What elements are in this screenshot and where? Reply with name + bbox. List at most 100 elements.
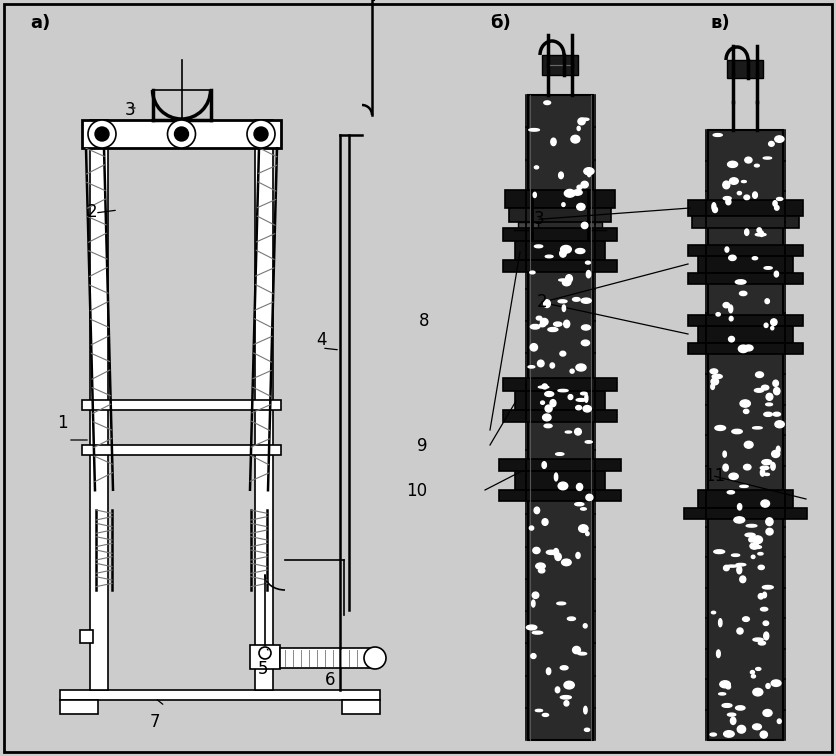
- Ellipse shape: [584, 168, 594, 175]
- Ellipse shape: [719, 692, 726, 695]
- Ellipse shape: [711, 384, 715, 389]
- Text: 2: 2: [87, 203, 97, 221]
- Ellipse shape: [560, 352, 566, 356]
- Ellipse shape: [744, 442, 753, 448]
- Ellipse shape: [714, 550, 725, 553]
- Bar: [82, 400, 281, 410]
- Ellipse shape: [557, 602, 566, 605]
- Bar: [708, 130, 783, 740]
- Ellipse shape: [710, 733, 716, 736]
- Ellipse shape: [752, 426, 762, 429]
- Ellipse shape: [551, 138, 556, 146]
- Ellipse shape: [743, 464, 751, 470]
- Ellipse shape: [752, 257, 757, 260]
- Ellipse shape: [723, 451, 726, 457]
- Ellipse shape: [750, 543, 759, 549]
- Ellipse shape: [563, 305, 565, 311]
- Ellipse shape: [555, 553, 561, 560]
- Ellipse shape: [773, 388, 780, 395]
- Ellipse shape: [736, 706, 745, 710]
- Ellipse shape: [577, 483, 583, 491]
- Ellipse shape: [545, 405, 552, 412]
- Ellipse shape: [777, 719, 781, 723]
- Ellipse shape: [538, 386, 548, 388]
- Ellipse shape: [542, 384, 548, 389]
- Ellipse shape: [573, 190, 582, 195]
- Ellipse shape: [737, 503, 742, 510]
- Ellipse shape: [756, 668, 761, 671]
- Ellipse shape: [729, 256, 737, 261]
- Ellipse shape: [742, 181, 747, 183]
- Ellipse shape: [575, 249, 585, 253]
- Bar: [688, 343, 803, 354]
- Ellipse shape: [584, 706, 587, 714]
- Ellipse shape: [775, 206, 779, 210]
- Ellipse shape: [772, 380, 778, 386]
- Ellipse shape: [723, 565, 729, 571]
- Ellipse shape: [577, 203, 585, 210]
- Ellipse shape: [740, 576, 746, 583]
- Ellipse shape: [744, 195, 750, 200]
- Ellipse shape: [543, 101, 551, 104]
- Text: 10: 10: [405, 482, 427, 500]
- Ellipse shape: [758, 593, 763, 599]
- Ellipse shape: [726, 565, 737, 567]
- Ellipse shape: [761, 607, 767, 611]
- Ellipse shape: [755, 233, 766, 236]
- Ellipse shape: [727, 713, 736, 716]
- Ellipse shape: [771, 680, 781, 686]
- Ellipse shape: [764, 632, 769, 640]
- Bar: [698, 490, 793, 508]
- Ellipse shape: [530, 344, 538, 351]
- Circle shape: [175, 127, 188, 141]
- Ellipse shape: [763, 621, 768, 625]
- Ellipse shape: [766, 393, 772, 401]
- Ellipse shape: [765, 299, 769, 304]
- Ellipse shape: [556, 453, 564, 455]
- Ellipse shape: [541, 401, 544, 404]
- Bar: [582, 222, 602, 238]
- Ellipse shape: [712, 374, 722, 379]
- Ellipse shape: [764, 267, 772, 269]
- Ellipse shape: [581, 181, 589, 187]
- Ellipse shape: [536, 563, 545, 569]
- Bar: [280, 648, 370, 668]
- Ellipse shape: [527, 625, 537, 630]
- Ellipse shape: [752, 536, 762, 544]
- Ellipse shape: [573, 646, 580, 654]
- Bar: [688, 273, 803, 284]
- Ellipse shape: [758, 565, 764, 569]
- Ellipse shape: [579, 525, 588, 532]
- Bar: [688, 315, 803, 326]
- Ellipse shape: [581, 508, 586, 510]
- Ellipse shape: [738, 345, 748, 352]
- Ellipse shape: [558, 300, 567, 303]
- Bar: [503, 378, 617, 391]
- Ellipse shape: [772, 451, 780, 457]
- Ellipse shape: [723, 181, 730, 189]
- Ellipse shape: [774, 271, 778, 277]
- Ellipse shape: [762, 460, 772, 465]
- Bar: [528, 95, 593, 740]
- Ellipse shape: [576, 405, 582, 410]
- Text: 11: 11: [704, 467, 726, 485]
- Ellipse shape: [762, 592, 767, 598]
- Ellipse shape: [726, 684, 731, 689]
- Ellipse shape: [585, 395, 588, 402]
- Ellipse shape: [756, 726, 760, 730]
- Ellipse shape: [723, 302, 730, 308]
- Bar: [503, 228, 617, 241]
- Ellipse shape: [775, 136, 784, 142]
- Bar: [80, 630, 93, 643]
- Text: б): б): [490, 14, 511, 32]
- Ellipse shape: [566, 274, 573, 283]
- Text: 1: 1: [58, 414, 68, 432]
- Ellipse shape: [761, 469, 765, 476]
- Ellipse shape: [580, 392, 587, 395]
- Circle shape: [167, 120, 196, 148]
- Ellipse shape: [729, 305, 732, 313]
- Text: 2: 2: [537, 293, 547, 311]
- Ellipse shape: [538, 360, 544, 367]
- Circle shape: [259, 647, 271, 659]
- Ellipse shape: [734, 517, 745, 523]
